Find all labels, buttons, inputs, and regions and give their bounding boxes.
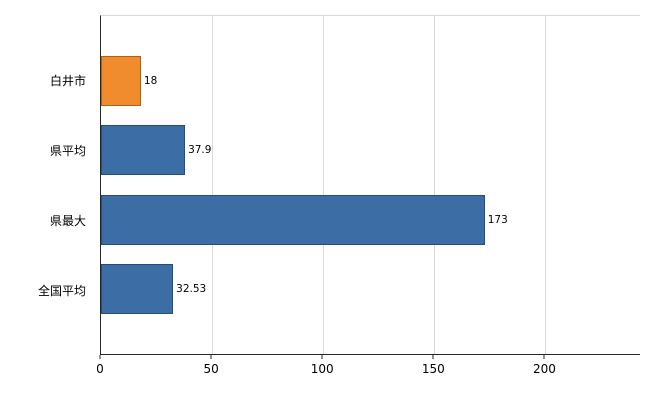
x-tick-label: 150	[421, 362, 445, 376]
x-tick-mark	[210, 355, 212, 359]
x-tick-label: 0	[96, 362, 104, 376]
category-label: 県最大	[49, 213, 86, 228]
bar-3	[101, 194, 485, 245]
bar-4	[101, 264, 174, 315]
bar-value-label: 32.53	[176, 283, 207, 296]
bar-row: 37.9	[101, 116, 640, 186]
bar-2	[101, 125, 186, 176]
bar-rows: 18 37.9 173 32.53	[101, 46, 640, 324]
gridline	[433, 16, 435, 354]
x-tick-mark	[99, 355, 101, 359]
x-tick-label: 50	[203, 362, 219, 376]
bar-row: 18	[101, 46, 640, 116]
x-axis-tick-labels: 0 50 100 150 200	[96, 362, 640, 380]
category-label: 白井市	[49, 73, 86, 88]
y-axis-category-labels: 白井市県平均県最大全国平均	[0, 45, 93, 325]
bar-value-label: 173	[487, 213, 508, 226]
bar-1	[101, 55, 141, 106]
category-label: 県平均	[49, 143, 86, 158]
x-axis-tick-marks	[99, 355, 640, 360]
gridline	[544, 16, 546, 354]
x-tick-mark	[543, 355, 545, 359]
x-tick-mark	[432, 355, 434, 359]
bar-row: 32.53	[101, 255, 640, 325]
bar-value-label: 37.9	[188, 144, 212, 157]
gridline	[322, 16, 324, 354]
bar-row: 173	[101, 185, 640, 255]
x-tick-mark	[321, 355, 323, 359]
x-tick-label: 100	[310, 362, 334, 376]
bar-value-label: 18	[143, 74, 158, 87]
x-tick-label: 200	[532, 362, 556, 376]
gridline	[211, 16, 213, 354]
category-label: 全国平均	[37, 283, 86, 298]
plot-area: 18 37.9 173 32.53	[100, 15, 640, 355]
